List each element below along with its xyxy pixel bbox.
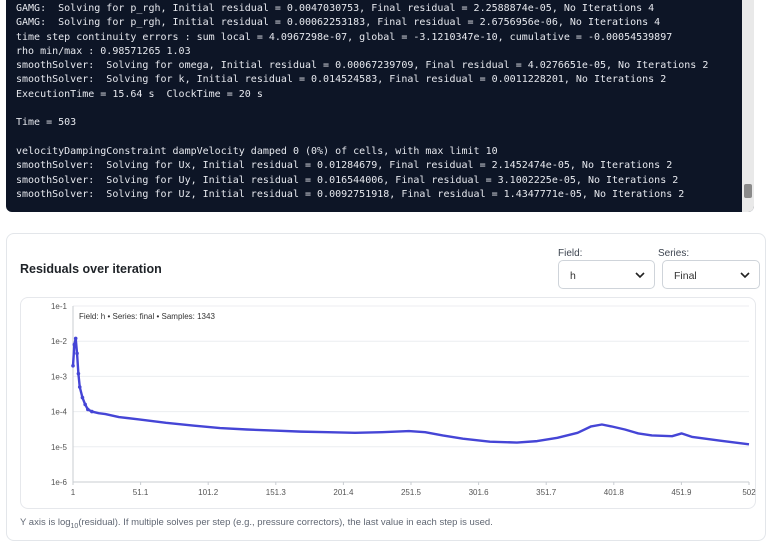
y-tick-label: 1e-2	[51, 337, 68, 346]
chevron-down-icon	[635, 272, 645, 279]
terminal-line: rho min/max : 0.98571265 1.03	[16, 45, 191, 57]
scrollbar-thumb[interactable]	[744, 184, 752, 198]
x-tick-label: 451.9	[671, 488, 692, 497]
y-tick-label: 1e-3	[51, 372, 68, 381]
x-tick-label: 201.4	[333, 488, 354, 497]
terminal-line	[16, 131, 740, 145]
terminal-line: smoothSolver: Solving for Uz, Initial re…	[16, 188, 685, 200]
x-tick-label: 51.1	[133, 488, 149, 497]
y-tick-label: 1e-4	[51, 408, 68, 417]
terminal-line: Time = 503	[16, 117, 77, 129]
series-select-value: Final	[674, 270, 697, 282]
x-tick-label: 301.6	[469, 488, 490, 497]
x-tick-label: 401.8	[604, 488, 625, 497]
y-tick-label: 1e-1	[51, 302, 68, 311]
x-tick-label: 1	[71, 488, 76, 497]
series-select[interactable]: Final	[662, 260, 760, 289]
x-tick-label: 251.5	[401, 488, 422, 497]
x-tick-label: 151.3	[266, 488, 287, 497]
data-point	[72, 342, 77, 347]
data-point	[77, 385, 82, 389]
terminal-line: smoothSolver: Solving for Uy, Initial re…	[16, 174, 679, 186]
residuals-panel: Residuals over iteration Field: h Series…	[6, 233, 766, 541]
data-point	[75, 351, 79, 356]
residual-chart-svg: 1e-1 1e-2 1e-3 1e-4 1e-5 1e-61 51.1 101.2 151.3 2…	[51, 302, 756, 497]
data-point	[90, 409, 94, 414]
residual-series-line	[71, 337, 750, 446]
terminal-line: smoothSolver: Solving for omega, Initial…	[16, 60, 709, 72]
terminal-line: smoothSolver: Solving for k, Initial res…	[16, 74, 667, 86]
terminal-line: velocityDampingConstraint dampVelocity d…	[16, 145, 498, 157]
terminal-line: time step continuity errors : sum local …	[16, 31, 673, 43]
chart-caption: Y axis is log10(residual). If multiple s…	[20, 517, 493, 530]
data-point	[71, 364, 75, 368]
terminal-lines: GAMG: Solving for p_rgh, Initial residua…	[16, 2, 740, 202]
x-tick-label: 502	[742, 488, 756, 497]
panel-title: Residuals over iteration	[20, 262, 162, 276]
terminal-scrollbar[interactable]	[742, 0, 754, 212]
field-select-value: h	[570, 270, 576, 282]
chevron-down-icon	[740, 272, 750, 279]
terminal-line: GAMG: Solving for p_rgh, Initial residua…	[16, 3, 655, 14]
data-point	[83, 402, 87, 407]
data-point	[73, 336, 78, 341]
x-tick-label: 101.2	[198, 488, 219, 497]
field-select[interactable]: h	[558, 260, 655, 289]
x-tick-label: 351.7	[536, 488, 557, 497]
terminal-line: GAMG: Solving for p_rgh, Initial residua…	[16, 17, 661, 29]
data-point	[86, 407, 90, 412]
data-point	[80, 395, 85, 400]
residual-chart[interactable]: 1e-1 1e-2 1e-3 1e-4 1e-5 1e-6 1 51.1 101.2 151.3 2…	[20, 297, 756, 509]
y-tick-label: 1e-6	[51, 478, 68, 487]
chart-info-label: Field: h • Series: final • Samples: 1343	[79, 312, 215, 321]
y-tick-label: 1e-5	[51, 443, 68, 452]
terminal-line	[16, 102, 740, 116]
data-point	[76, 371, 81, 376]
terminal-line: ExecutionTime = 15.64 s ClockTime = 20 s	[16, 88, 263, 100]
field-label: Field:	[558, 248, 583, 259]
terminal-line: smoothSolver: Solving for Ux, Initial re…	[16, 160, 673, 172]
series-label: Series:	[658, 248, 690, 259]
terminal-output[interactable]: GAMG: Solving for p_rgh, Initial residua…	[6, 0, 754, 212]
